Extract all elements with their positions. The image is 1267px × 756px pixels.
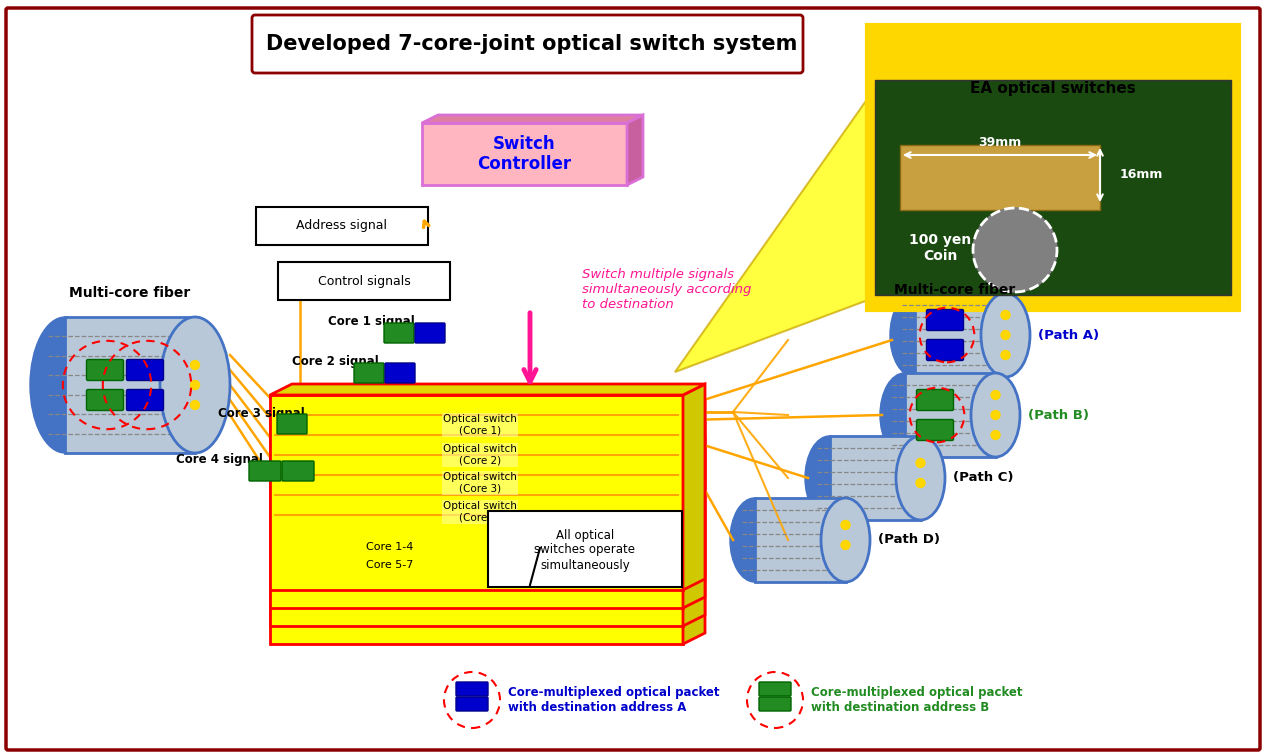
Circle shape [973,208,1057,292]
FancyBboxPatch shape [277,262,450,300]
Text: Switch multiple signals
simultaneously according
to destination: Switch multiple signals simultaneously a… [582,268,751,311]
Text: (Path A): (Path A) [1038,329,1100,342]
FancyBboxPatch shape [916,420,954,441]
Circle shape [991,411,1000,420]
Polygon shape [915,293,1006,377]
FancyBboxPatch shape [384,323,414,343]
FancyBboxPatch shape [926,339,963,361]
FancyBboxPatch shape [385,363,416,383]
Polygon shape [683,438,704,644]
Polygon shape [422,115,642,123]
FancyBboxPatch shape [250,461,281,481]
Text: Multi-core fiber: Multi-core fiber [895,283,1016,297]
FancyBboxPatch shape [875,80,1232,295]
Ellipse shape [821,498,870,582]
Ellipse shape [730,498,779,582]
Polygon shape [627,115,642,185]
FancyBboxPatch shape [127,389,163,411]
Circle shape [1001,311,1010,320]
Polygon shape [755,498,845,582]
Ellipse shape [889,293,939,377]
Text: Core 2 signal: Core 2 signal [291,355,379,368]
Text: Optical switch
(Core 1): Optical switch (Core 1) [443,414,517,435]
Text: Optical switch
(Core 4): Optical switch (Core 4) [443,501,517,523]
Text: Developed 7-core-joint optical switch system: Developed 7-core-joint optical switch sy… [266,34,798,54]
Circle shape [916,479,925,488]
Circle shape [991,430,1000,439]
FancyBboxPatch shape [277,414,307,434]
Text: EA optical switches: EA optical switches [971,80,1136,95]
Text: Address signal: Address signal [296,219,388,233]
Ellipse shape [971,373,1020,457]
Circle shape [841,541,850,550]
FancyBboxPatch shape [86,360,123,380]
Polygon shape [675,98,868,372]
Circle shape [916,458,925,467]
Text: Core 4 signal: Core 4 signal [176,454,262,466]
Polygon shape [422,123,627,185]
Ellipse shape [805,436,854,520]
FancyBboxPatch shape [283,461,314,481]
Circle shape [190,361,199,370]
Ellipse shape [30,317,100,453]
Circle shape [1001,351,1010,360]
FancyBboxPatch shape [252,15,803,73]
Text: (Path C): (Path C) [953,472,1014,485]
Text: 16mm: 16mm [1120,169,1163,181]
Polygon shape [270,431,683,626]
Text: 100 yen
Coin: 100 yen Coin [908,233,971,263]
Text: Core 5-7: Core 5-7 [366,560,414,570]
Circle shape [190,380,199,389]
Text: Core 1-4: Core 1-4 [366,542,414,552]
FancyBboxPatch shape [416,323,445,343]
FancyBboxPatch shape [867,25,1239,310]
Text: (Path B): (Path B) [1028,408,1090,422]
Text: Core-multiplexed optical packet
with destination address A: Core-multiplexed optical packet with des… [508,686,720,714]
Text: All optical
switches operate
simultaneously: All optical switches operate simultaneou… [535,528,636,572]
Polygon shape [65,317,195,453]
FancyBboxPatch shape [456,682,488,696]
FancyBboxPatch shape [759,697,791,711]
Text: Control signals: Control signals [318,274,411,287]
Polygon shape [683,402,704,608]
FancyBboxPatch shape [6,8,1259,750]
Ellipse shape [881,373,929,457]
FancyBboxPatch shape [916,389,954,411]
FancyBboxPatch shape [456,697,488,711]
Polygon shape [830,436,921,520]
FancyBboxPatch shape [256,207,428,245]
Ellipse shape [896,436,945,520]
Polygon shape [270,395,683,590]
Text: Core-multiplexed optical packet
with destination address B: Core-multiplexed optical packet with des… [811,686,1022,714]
FancyBboxPatch shape [488,511,682,587]
Polygon shape [683,420,704,626]
Circle shape [841,520,850,529]
FancyBboxPatch shape [86,389,123,411]
Text: Switch
Controller: Switch Controller [476,135,571,173]
Circle shape [190,401,199,410]
FancyBboxPatch shape [127,360,163,380]
Text: Core 3 signal: Core 3 signal [218,407,305,420]
Polygon shape [905,373,996,457]
FancyBboxPatch shape [353,363,384,383]
Polygon shape [270,449,683,644]
Text: Multi-core fiber: Multi-core fiber [70,286,190,300]
Text: (Path D): (Path D) [878,534,940,547]
Ellipse shape [160,317,231,453]
Ellipse shape [981,293,1030,377]
Text: Optical switch
(Core 3): Optical switch (Core 3) [443,472,517,494]
Text: Optical switch
(Core 2): Optical switch (Core 2) [443,445,517,466]
FancyBboxPatch shape [900,145,1100,210]
Circle shape [991,391,1000,399]
Polygon shape [683,384,704,590]
FancyBboxPatch shape [759,682,791,696]
Text: 39mm: 39mm [978,137,1021,150]
Circle shape [1001,330,1010,339]
Polygon shape [270,384,704,395]
Text: Core 1 signal: Core 1 signal [328,315,414,329]
FancyBboxPatch shape [926,309,963,330]
Polygon shape [270,413,683,608]
